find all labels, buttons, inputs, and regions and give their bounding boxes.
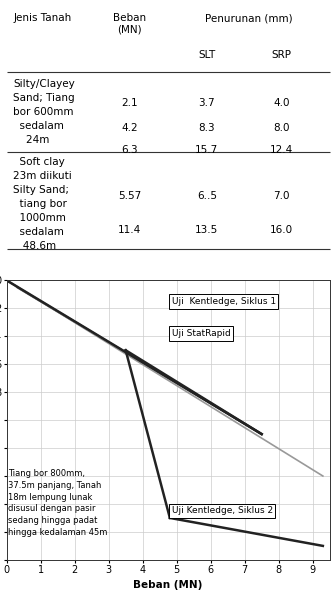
Text: 6..5: 6..5 xyxy=(197,191,217,200)
Text: 7.0: 7.0 xyxy=(273,191,289,200)
X-axis label: Beban (MN): Beban (MN) xyxy=(134,580,203,589)
Text: 12.4: 12.4 xyxy=(270,144,293,155)
Text: Uji  Kentledge, Siklus 1: Uji Kentledge, Siklus 1 xyxy=(171,297,276,306)
Text: 8.0: 8.0 xyxy=(273,123,289,132)
Text: Soft clay
23m diikuti
Silty Sand;
  tiang bor
  1000mm
  sedalam
   48.6m: Soft clay 23m diikuti Silty Sand; tiang … xyxy=(13,157,72,250)
Text: SRP: SRP xyxy=(271,50,291,60)
Text: 8.3: 8.3 xyxy=(198,123,215,132)
Text: Beban
(MN): Beban (MN) xyxy=(113,13,146,35)
Text: 4.0: 4.0 xyxy=(273,98,289,108)
Text: 11.4: 11.4 xyxy=(118,225,141,235)
Text: Jenis Tanah: Jenis Tanah xyxy=(13,13,71,23)
Text: Silty/Clayey
Sand; Tiang
bor 600mm
  sedalam
    24m: Silty/Clayey Sand; Tiang bor 600mm sedal… xyxy=(13,79,75,145)
Text: 16.0: 16.0 xyxy=(270,225,293,235)
Text: 6.3: 6.3 xyxy=(121,144,138,155)
Text: 4.2: 4.2 xyxy=(121,123,138,132)
Text: 2.1: 2.1 xyxy=(121,98,138,108)
Text: 13.5: 13.5 xyxy=(195,225,218,235)
Text: 15.7: 15.7 xyxy=(195,144,218,155)
Text: 3.7: 3.7 xyxy=(198,98,215,108)
Text: Uji Kentledge, Siklus 2: Uji Kentledge, Siklus 2 xyxy=(171,506,273,515)
Text: 5.57: 5.57 xyxy=(118,191,141,200)
Text: SLT: SLT xyxy=(198,50,215,60)
Text: Tiang bor 800mm,
37.5m panjang, Tanah
18m lempung lunak
disusul dengan pasir
sed: Tiang bor 800mm, 37.5m panjang, Tanah 18… xyxy=(8,469,108,537)
Text: Penurunan (mm): Penurunan (mm) xyxy=(205,13,293,23)
Text: Uji StatRapid: Uji StatRapid xyxy=(171,329,230,338)
